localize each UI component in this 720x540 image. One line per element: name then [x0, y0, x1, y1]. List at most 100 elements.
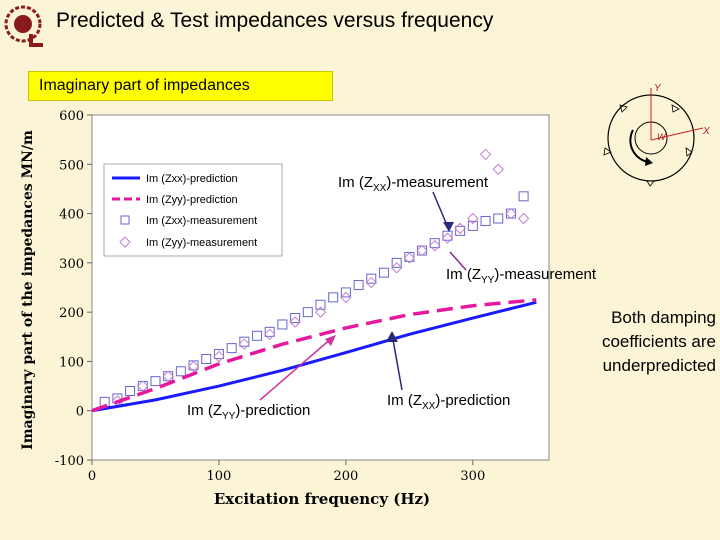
zxx-measurement-point — [442, 230, 453, 241]
inset-x-label: X — [702, 126, 710, 137]
zxx-measurement-point — [226, 343, 237, 354]
zxx-measurement-point — [201, 353, 212, 364]
zyy-measurement-point — [429, 239, 441, 252]
zxx-measurement-point — [467, 220, 478, 231]
underprediction-note: Both damping coefficients are underpredi… — [560, 306, 716, 378]
annotation-arrows — [259, 191, 467, 401]
arrowhead-zxx-pred — [386, 331, 398, 342]
zxx-measurement-point — [328, 292, 339, 303]
legend-label-zxx-meas: Im (Zxx)-measurement — [146, 215, 257, 227]
zxx-measurement-point — [353, 280, 364, 291]
subtitle-box: Imaginary part of impedances — [28, 71, 333, 101]
y-tick-label: 400 — [59, 208, 84, 223]
zyy-measurement-point — [505, 207, 517, 220]
note-line: Both damping — [611, 308, 716, 327]
zxx-measurement-point — [150, 376, 161, 387]
zyy-measurement-point — [365, 276, 377, 289]
zxx-measurement-point — [518, 191, 529, 202]
y-tick-label: 100 — [59, 355, 84, 370]
zxx-measurement-point — [252, 330, 263, 341]
zyy-measurement-point — [238, 338, 251, 350]
rotation-arrowhead-icon — [645, 157, 653, 166]
zxx-measurement-point — [125, 386, 136, 396]
y-tick-label: -100 — [55, 454, 84, 469]
arrowhead-zyy-pred — [325, 335, 336, 346]
zxx-measurement-point — [366, 273, 377, 284]
pad-marker-icon — [619, 104, 628, 113]
zyy-measurement-point — [403, 252, 416, 264]
x-tick-label: 0 — [88, 469, 96, 484]
y-tick-label: 500 — [59, 158, 84, 173]
zxx-measurement-point — [391, 257, 402, 268]
zxx-prediction-line — [91, 300, 537, 413]
zxx-measurement-point — [480, 215, 491, 226]
x-axis-arrow — [650, 127, 704, 141]
y-tick-label: 300 — [59, 257, 84, 272]
x-tick-label: 100 — [207, 469, 232, 484]
zyy-measurement-point — [213, 350, 225, 363]
zxx-measurement-point — [378, 267, 389, 278]
zyy-prediction-line — [91, 298, 537, 413]
zyy-measurement-point — [467, 212, 479, 225]
annotation-zxx-prediction: Im (ZXX)-prediction — [387, 392, 511, 412]
rotation-arrow-icon — [629, 129, 649, 163]
note-line: coefficients are — [601, 332, 716, 351]
arrowhead-zxx-meas — [443, 222, 454, 232]
note-line: underpredicted — [602, 356, 716, 375]
legend-swatch-zxx-meas — [120, 215, 130, 225]
zxx-measurement-point — [213, 349, 224, 360]
pad-marker-icon — [685, 147, 693, 157]
pad-marker-icon — [603, 147, 612, 156]
zyy-measurement-point — [264, 328, 276, 341]
pad-marker-icon — [671, 104, 680, 113]
y-axis-label: Imaginary part of the impedances MN/m — [20, 130, 36, 450]
zyy-measurement-point — [340, 291, 352, 304]
zyy-measurement-point — [454, 222, 466, 235]
zyy-measurement-point — [492, 163, 504, 175]
y-tick-labels: -100 0 100 200 300 400 500 600 — [55, 109, 84, 469]
x-tick-labels: 0 100 200 300 — [88, 469, 485, 484]
zxx-measurement-point — [302, 307, 313, 318]
zxx-measurement-point — [277, 319, 288, 330]
zyy-measurement-point — [441, 232, 454, 244]
legend: Im (Zxx)-prediction Im (Zyy)-prediction … — [103, 163, 283, 257]
zxx-measurement-point — [290, 313, 301, 324]
logo-icon — [4, 5, 43, 47]
legend-swatch-zyy-meas — [119, 236, 131, 248]
legend-label-zyy-meas: Im (Zyy)-measurement — [146, 237, 257, 249]
arrow-zyy-pred — [259, 336, 334, 401]
axis-ticks — [87, 114, 474, 465]
zxx-measurement-point — [239, 336, 250, 347]
series-layer — [91, 148, 537, 413]
annotation-zxx-measurement: Im (ZXX)-measurement — [338, 174, 489, 194]
inset-y-label: Y — [654, 83, 662, 94]
zyy-measurement-point — [517, 212, 530, 225]
arrow-zyy-meas — [449, 251, 467, 271]
zyy-measurement-point — [479, 148, 492, 161]
legend-label-zxx-pred: Im (Zxx)-prediction — [146, 173, 238, 185]
arrow-zxx-pred — [391, 333, 403, 391]
zyy-measurement-point — [137, 380, 149, 392]
zyy-measurement-point — [390, 262, 403, 274]
annotation-zyy-measurement: Im (ZYY)-measurement — [446, 266, 597, 286]
zxx-measurement-point — [340, 287, 351, 298]
zyy-measurement-point — [416, 244, 428, 257]
annotation-zyy-prediction: Im (ZYY)-prediction — [187, 402, 311, 422]
zxx-measurement-point — [455, 225, 466, 236]
slide-title: Predicted & Test impedances versus frequ… — [56, 9, 494, 32]
legend-label-zyy-pred: Im (Zyy)-prediction — [146, 194, 238, 206]
zyy-measurement-point — [314, 306, 327, 318]
x-tick-label: 200 — [333, 469, 358, 484]
y-tick-label: 0 — [76, 405, 84, 420]
y-tick-label: 200 — [59, 306, 84, 321]
bearing-diagram: Y X W — [603, 83, 710, 187]
pad-marker-icon — [646, 180, 655, 187]
zxx-measurement-point — [264, 326, 275, 337]
zxx-measurement-point — [175, 366, 186, 377]
x-axis-label: Excitation frequency (Hz) — [214, 490, 430, 508]
zyy-measurement-point — [162, 370, 174, 382]
zxx-measurement-point — [493, 213, 504, 224]
zyy-measurement-point — [187, 360, 200, 373]
y-tick-label: 600 — [59, 109, 84, 124]
